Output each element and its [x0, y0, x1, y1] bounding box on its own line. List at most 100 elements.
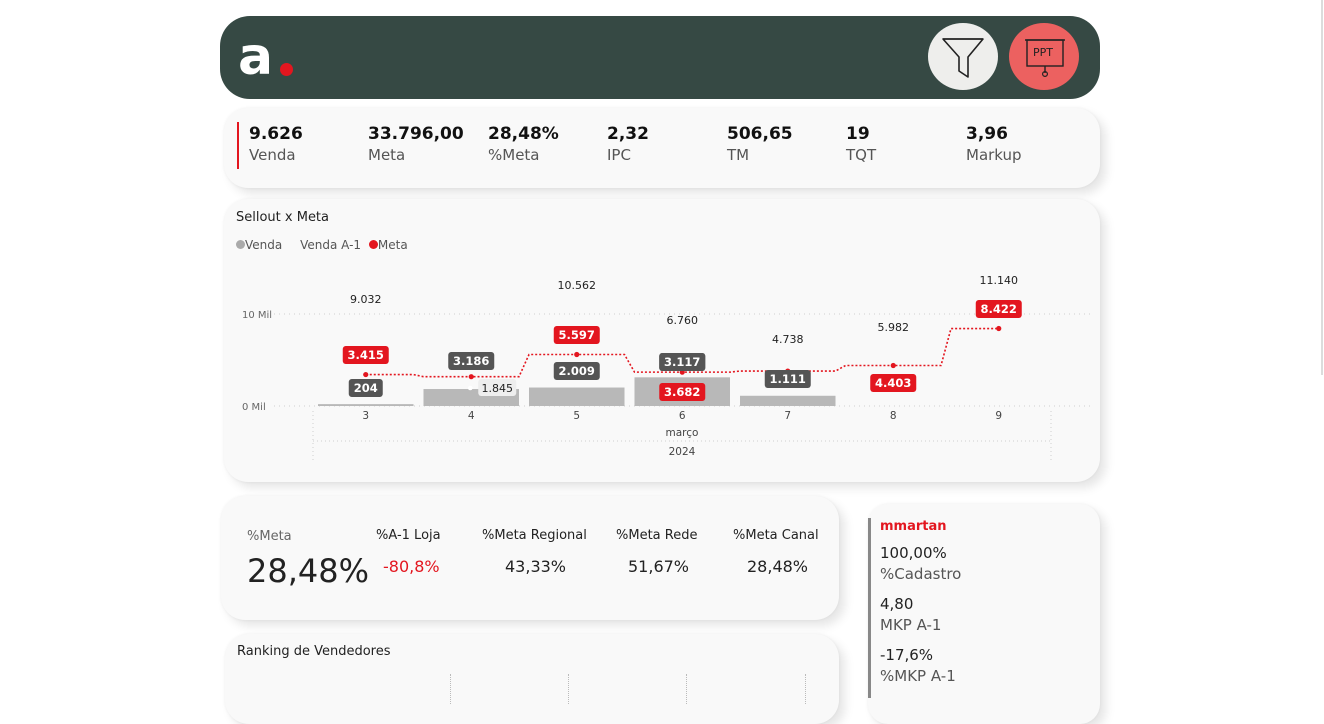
col-value-a1-loja: -80,8% [383, 557, 440, 576]
total-label: 6.760 [667, 314, 699, 327]
kpi-label: IPC [607, 146, 631, 164]
col-head-meta-rede: %Meta Rede [616, 528, 698, 543]
x-tick-label: 4 [468, 410, 475, 422]
side-panel: mmartan 100,00% %Cadastro 4,80 MKP A-1 -… [868, 504, 1100, 724]
pct-mkp-a1-label: %MKP A-1 [880, 667, 956, 685]
mkp-a1-label: MKP A-1 [880, 616, 942, 634]
venda-point [467, 385, 473, 391]
ppt-label: PPT [1033, 46, 1053, 59]
pct-mkp-a1-value: -17,6% [880, 646, 934, 664]
x-tick-label: 3 [362, 410, 369, 422]
venda-data-label-box [659, 353, 706, 371]
meta-data-label: 4.403 [875, 376, 911, 390]
meta-point [363, 371, 369, 378]
ranking-gridline [568, 674, 569, 704]
meta-panel: %Meta 28,48% %A-1 Loja -80,8% %Meta Regi… [221, 496, 839, 620]
y-tick-label: 10 Mil [242, 310, 272, 321]
kpi-value: 506,65 [727, 124, 793, 144]
kpi-label: Meta [368, 146, 406, 164]
col-value-meta-rede: 51,67% [628, 557, 690, 576]
x-tick-label: 6 [679, 410, 686, 422]
venda-data-label-box [478, 379, 517, 396]
kpi-tm: 506,65 TM [727, 124, 793, 164]
kpi-percent-meta: 28,48% %Meta [488, 124, 559, 164]
x-tick-label: 7 [784, 410, 791, 422]
venda-data-label-box [348, 379, 383, 397]
ranking-gridline [805, 674, 806, 704]
total-label: 5.982 [878, 321, 910, 334]
total-label: 4.738 [772, 333, 804, 346]
export-ppt-button[interactable]: PPT [1009, 23, 1079, 90]
sellout-chart: 10 Mil 0 Mil 9.032 10.562 6.760 4.738 5.982 11.… [242, 274, 1090, 462]
venda-data-label: 1.111 [770, 372, 806, 386]
venda-data-label: 1.845 [482, 382, 514, 395]
kpi-label: TQT [846, 146, 877, 164]
meta-point [996, 325, 1002, 332]
legend-venda: Venda [245, 238, 283, 252]
sellout-chart-card: Sellout x Meta Venda Venda A-1 Meta 10 M… [224, 199, 1100, 482]
user-name: mmartan [880, 519, 947, 534]
presentation-icon [1025, 39, 1065, 77]
col-value-meta-canal: 28,48% [747, 557, 809, 576]
meta-data-label-box [659, 383, 706, 401]
ranking-title: Ranking de Vendedores [237, 644, 391, 659]
meta-data-label-box [870, 374, 917, 392]
ranking-gridline [450, 674, 451, 704]
meta-point [890, 362, 896, 369]
ranking-gridline [686, 674, 687, 704]
kpi-markup: 3,96 Markup [966, 124, 1022, 164]
cadastro-value: 100,00% [880, 544, 947, 562]
kpi-value: 2,32 [607, 124, 649, 144]
ranking-card: Ranking de Vendedores [225, 634, 839, 724]
venda-data-label: 3.117 [664, 355, 700, 369]
kpi-label: Venda [249, 146, 296, 164]
col-head-a1-loja: %A-1 Loja [376, 528, 441, 543]
y-tick-label: 0 Mil [242, 402, 266, 413]
page-scrollbar[interactable] [1321, 0, 1323, 375]
x-month-label: março [666, 427, 699, 439]
x-tick-label: 8 [890, 410, 897, 422]
kpi-label: %Meta [488, 146, 540, 164]
filter-button[interactable] [928, 23, 998, 90]
kpi-value: 3,96 [966, 124, 1008, 144]
kpi-ipc: 2,32 IPC [607, 124, 649, 164]
kpi-accent-line [237, 122, 239, 169]
brand-logo-dot [280, 63, 293, 76]
kpi-strip: 9.626 Venda 33.796,00 Meta 28,48% %Meta … [224, 108, 1100, 188]
meta-data-label: 8.422 [981, 302, 1017, 316]
meta-data-label-box [342, 346, 389, 364]
legend-meta: Meta [377, 238, 408, 252]
meta-main-value: 28,48% [247, 552, 370, 590]
kpi-venda: 9.626 Venda [249, 124, 303, 164]
meta-data-label-box [975, 300, 1022, 318]
total-label: 9.032 [350, 293, 382, 306]
venda-data-label: 204 [354, 381, 378, 395]
legend-venda-a1: Venda A-1 [300, 238, 362, 252]
legend-meta-dot [368, 240, 378, 249]
venda-a1-data-label-box [448, 352, 495, 370]
cadastro-label: %Cadastro [880, 565, 962, 583]
kpi-tqt: 19 TQT [846, 124, 876, 164]
col-head-meta-regional: %Meta Regional [482, 528, 587, 543]
chart-legend: Venda Venda A-1 Meta [236, 238, 408, 252]
x-tick-label: 5 [573, 410, 580, 422]
venda-data-label-box [764, 370, 811, 388]
kpi-label: Markup [966, 146, 1022, 164]
meta-main-label: %Meta [247, 529, 292, 544]
col-value-meta-regional: 43,33% [505, 557, 567, 576]
meta-data-label: 3.415 [348, 348, 384, 362]
kpi-value: 9.626 [249, 124, 303, 144]
col-head-meta-canal: %Meta Canal [733, 528, 819, 543]
funnel-icon [942, 38, 984, 78]
top-header-bar: a PPT [220, 16, 1100, 99]
meta-data-label-box [553, 326, 600, 344]
kpi-value: 19 [846, 124, 870, 144]
total-label: 10.562 [558, 279, 597, 292]
chart-title: Sellout x Meta [236, 210, 329, 225]
brand-logo: a [238, 27, 274, 87]
kpi-meta: 33.796,00 Meta [368, 124, 464, 164]
x-tick-label: 9 [995, 410, 1002, 422]
meta-data-label: 3.682 [664, 385, 700, 399]
total-label: 11.140 [980, 274, 1019, 287]
legend-venda-dot [236, 240, 245, 249]
